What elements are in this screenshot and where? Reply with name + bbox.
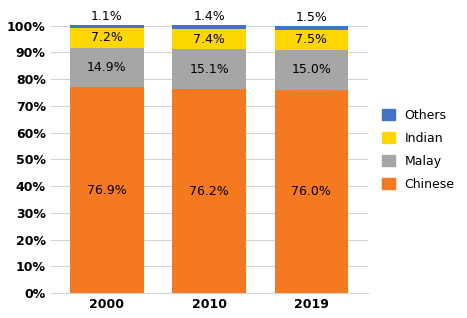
Text: 1.5%: 1.5% [296, 10, 327, 24]
Bar [275, 30, 348, 50]
Bar [70, 48, 144, 87]
Bar [172, 25, 246, 29]
Bar [70, 87, 144, 293]
Bar [70, 28, 144, 48]
Text: 7.4%: 7.4% [193, 32, 225, 45]
Text: 76.9%: 76.9% [87, 184, 127, 197]
Bar [172, 49, 246, 89]
Text: 15.1%: 15.1% [189, 63, 229, 76]
Text: 7.5%: 7.5% [296, 33, 327, 46]
Bar [275, 90, 348, 293]
Bar [172, 29, 246, 49]
Text: 1.1%: 1.1% [91, 10, 123, 23]
Bar [275, 26, 348, 30]
Text: 7.2%: 7.2% [91, 31, 123, 45]
Text: 76.2%: 76.2% [189, 185, 229, 198]
Bar [275, 50, 348, 90]
Text: 14.9%: 14.9% [87, 61, 127, 74]
Bar [70, 25, 144, 28]
Text: 76.0%: 76.0% [291, 185, 332, 198]
Text: 1.4%: 1.4% [193, 10, 225, 23]
Text: 15.0%: 15.0% [291, 63, 332, 76]
Bar [172, 89, 246, 293]
Legend: Others, Indian, Malay, Chinese: Others, Indian, Malay, Chinese [377, 104, 460, 196]
